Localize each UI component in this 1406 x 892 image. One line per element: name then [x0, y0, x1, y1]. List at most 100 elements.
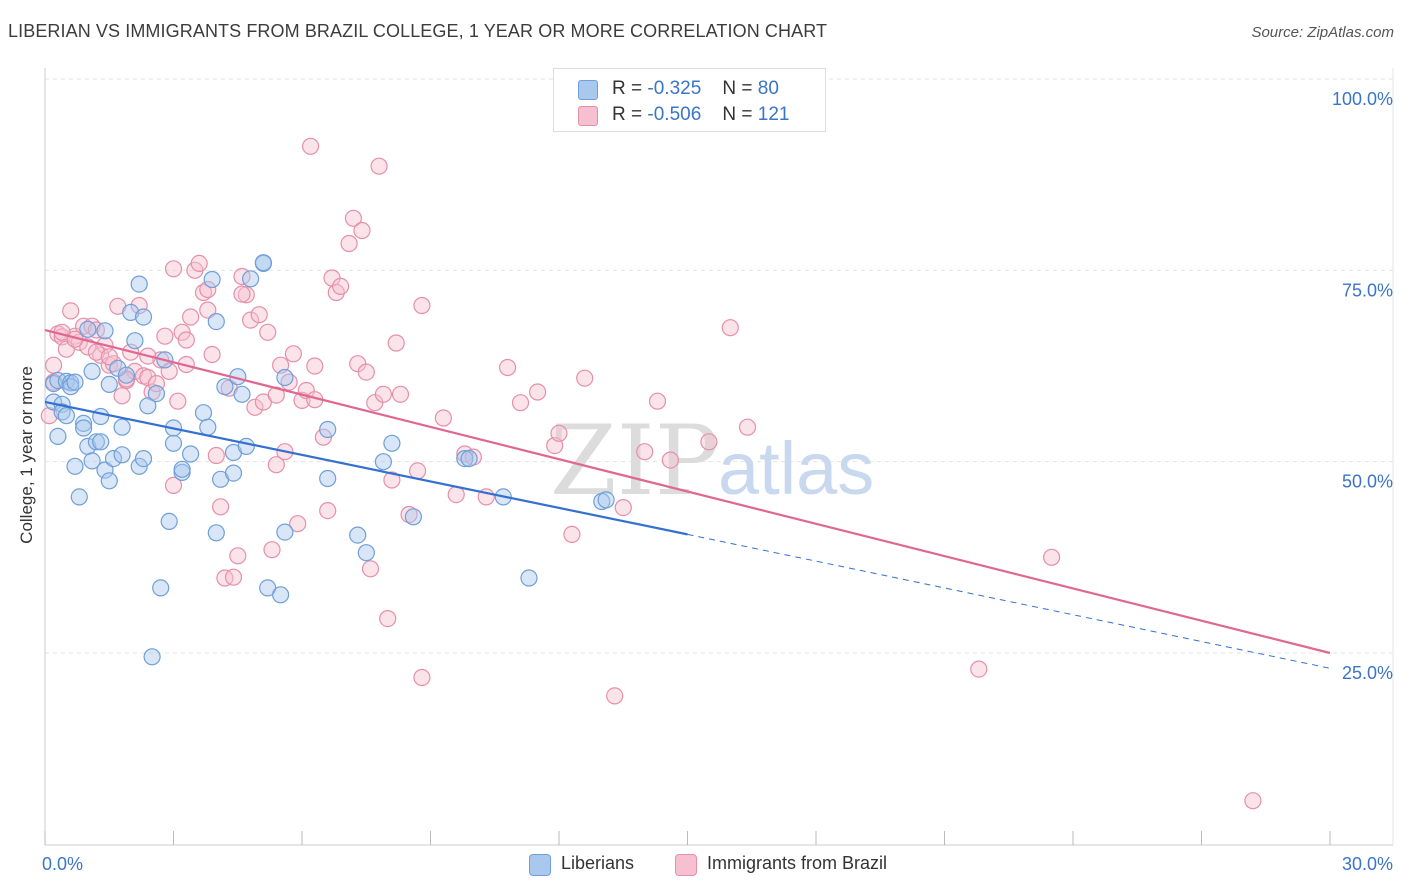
- point-brazil: [250, 306, 268, 324]
- point-liberians: [164, 434, 183, 452]
- point-liberians: [79, 320, 97, 338]
- point-liberians: [357, 544, 375, 562]
- legend-swatch-liberians: [578, 80, 598, 100]
- point-liberians: [57, 407, 76, 425]
- watermark: ZIP atlas: [550, 405, 874, 517]
- point-brazil: [207, 446, 225, 465]
- point-brazil: [970, 660, 988, 678]
- point-brazil: [648, 392, 667, 410]
- point-brazil: [738, 418, 757, 436]
- point-liberians: [276, 368, 294, 387]
- point-liberians: [147, 385, 165, 403]
- stats-legend: R = -0.325 N = 80 R = -0.506 N = 121: [553, 68, 826, 132]
- point-liberians: [207, 313, 225, 331]
- watermark-zip: ZIP: [550, 405, 719, 517]
- point-brazil: [434, 409, 452, 427]
- point-liberians: [233, 385, 251, 403]
- point-brazil: [391, 385, 410, 403]
- y-tick-label: 100.0%: [1332, 89, 1393, 109]
- trend-line-liberians: [44, 400, 688, 536]
- point-brazil: [413, 296, 431, 315]
- point-liberians: [92, 407, 110, 426]
- point-brazil: [511, 394, 530, 412]
- point-liberians: [104, 450, 123, 468]
- point-liberians: [49, 427, 67, 445]
- legend-n-value: 121: [757, 104, 790, 125]
- legend-n-label: N =: [722, 78, 753, 99]
- point-brazil: [563, 525, 581, 544]
- point-liberians: [109, 359, 127, 377]
- point-liberians: [374, 453, 392, 471]
- point-brazil: [164, 260, 183, 278]
- point-brazil: [721, 319, 739, 337]
- point-liberians: [404, 508, 422, 526]
- point-liberians: [100, 472, 118, 490]
- point-brazil: [700, 433, 718, 451]
- bottom-legend-swatch-liberians: [529, 854, 551, 876]
- point-brazil: [319, 502, 337, 520]
- point-brazil: [147, 375, 165, 393]
- point-liberians: [143, 648, 161, 666]
- point-brazil: [413, 668, 431, 687]
- point-liberians: [203, 270, 221, 289]
- point-brazil: [361, 560, 380, 578]
- point-liberians: [74, 419, 93, 437]
- point-brazil: [100, 348, 118, 366]
- series-brazil-points: [40, 137, 1262, 810]
- point-liberians: [207, 524, 225, 542]
- y-tick-label: 75.0%: [1342, 280, 1393, 300]
- legend-r-label: R =: [612, 104, 643, 125]
- point-brazil: [636, 443, 654, 461]
- point-brazil: [306, 357, 324, 375]
- point-brazil: [387, 334, 405, 352]
- point-liberians: [134, 308, 153, 326]
- point-liberians: [130, 275, 148, 293]
- y-axis-title: College, 1 year or more: [17, 366, 36, 544]
- x-tick-labels: 0.0% 30.0%: [42, 854, 1393, 874]
- point-brazil: [383, 471, 401, 489]
- point-brazil: [499, 358, 517, 377]
- series-liberians-points: [44, 254, 615, 666]
- point-liberians: [96, 461, 114, 479]
- point-brazil: [263, 541, 281, 559]
- point-brazil: [550, 424, 568, 442]
- point-liberians: [216, 378, 234, 396]
- point-brazil: [1244, 792, 1262, 810]
- trend-line-liberians-extrapolated: [687, 533, 1331, 669]
- point-brazil: [199, 301, 217, 319]
- point-liberians: [92, 433, 110, 451]
- point-liberians: [319, 469, 337, 488]
- point-liberians: [199, 418, 217, 436]
- point-liberians: [83, 452, 101, 470]
- point-liberians: [96, 322, 114, 340]
- point-liberians: [113, 418, 131, 436]
- point-liberians: [520, 569, 538, 587]
- point-brazil: [344, 209, 362, 227]
- point-liberians: [134, 450, 153, 468]
- point-brazil: [528, 383, 547, 401]
- point-liberians: [182, 445, 200, 463]
- point-brazil: [212, 498, 230, 516]
- point-liberians: [87, 433, 106, 451]
- grid-lines: [45, 78, 1393, 654]
- point-liberians: [272, 586, 290, 604]
- legend-swatch-brazil: [578, 106, 598, 126]
- point-brazil: [357, 363, 375, 381]
- point-brazil: [164, 476, 183, 494]
- y-tick-labels: 25.0% 50.0% 75.0% 100.0%: [1332, 89, 1393, 683]
- point-brazil: [661, 451, 680, 469]
- point-brazil: [242, 311, 260, 329]
- point-brazil: [259, 323, 277, 341]
- point-liberians: [122, 303, 140, 321]
- point-brazil: [340, 234, 358, 253]
- point-liberians: [126, 332, 144, 350]
- point-liberians: [460, 450, 478, 468]
- point-liberians: [152, 579, 170, 597]
- trend-lines: [44, 328, 1331, 669]
- point-brazil: [576, 369, 594, 387]
- point-brazil: [379, 609, 397, 628]
- point-brazil: [233, 285, 251, 303]
- point-liberians: [319, 420, 337, 439]
- point-liberians: [383, 434, 401, 452]
- point-brazil: [87, 343, 106, 361]
